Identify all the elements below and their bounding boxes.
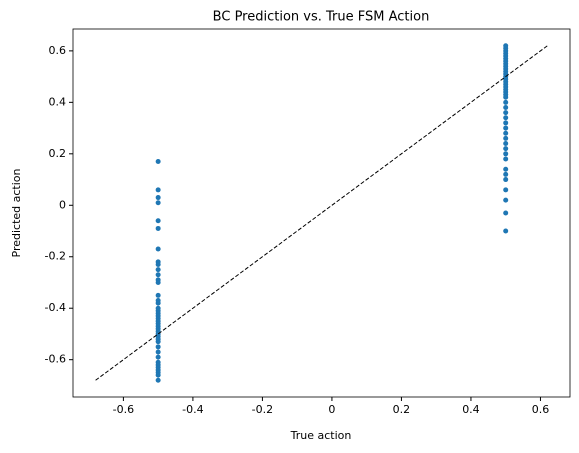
point: [155, 187, 161, 193]
x-tick-label: -0.4: [182, 403, 203, 416]
x-tick-label: -0.6: [113, 403, 134, 416]
point: [155, 292, 161, 298]
point: [155, 246, 161, 252]
x-tick-label: 0.4: [462, 403, 480, 416]
point: [503, 125, 509, 131]
point: [155, 261, 161, 267]
point: [503, 120, 509, 126]
y-axis-label: Predicted action: [10, 168, 23, 257]
point: [503, 187, 509, 193]
point: [155, 272, 161, 278]
point: [503, 177, 509, 183]
point: [155, 377, 161, 383]
y-tick-label: 0.4: [49, 95, 67, 108]
point: [155, 267, 161, 273]
y-tick-label: -0.4: [45, 301, 66, 314]
point: [503, 146, 509, 152]
point: [503, 130, 509, 136]
point: [503, 115, 509, 121]
y-tick-label: 0: [59, 198, 66, 211]
point: [503, 156, 509, 162]
y-tick-label: -0.6: [45, 353, 66, 366]
point: [155, 349, 161, 355]
x-axis-label: True action: [290, 429, 352, 442]
point: [503, 171, 509, 177]
x-tick-label: -0.2: [252, 403, 273, 416]
point: [155, 279, 161, 285]
point: [155, 300, 161, 306]
point: [503, 228, 509, 234]
point: [155, 159, 161, 165]
y-tick-label: -0.2: [45, 250, 66, 263]
point: [155, 225, 161, 231]
point: [155, 372, 161, 378]
point: [155, 339, 161, 345]
point: [503, 166, 509, 172]
chart-title: BC Prediction vs. True FSM Action: [213, 10, 430, 25]
plot-frame: [72, 28, 571, 398]
point: [503, 151, 509, 157]
point: [155, 200, 161, 206]
point: [155, 195, 161, 201]
point: [155, 344, 161, 350]
x-tick-label: 0.2: [393, 403, 411, 416]
point: [503, 110, 509, 116]
x-tick-label: 0.6: [532, 403, 550, 416]
point: [503, 197, 509, 203]
x-tick-label: 0: [328, 403, 335, 416]
y-tick-label: 0.6: [49, 44, 67, 57]
y-tick-label: 0.2: [49, 147, 67, 160]
point: [155, 218, 161, 224]
point: [503, 135, 509, 141]
point: [155, 354, 161, 360]
point: [503, 104, 509, 110]
point: [503, 210, 509, 216]
diagonal-line: [95, 45, 548, 381]
point: [503, 141, 509, 147]
point: [503, 94, 509, 100]
point: [503, 99, 509, 105]
